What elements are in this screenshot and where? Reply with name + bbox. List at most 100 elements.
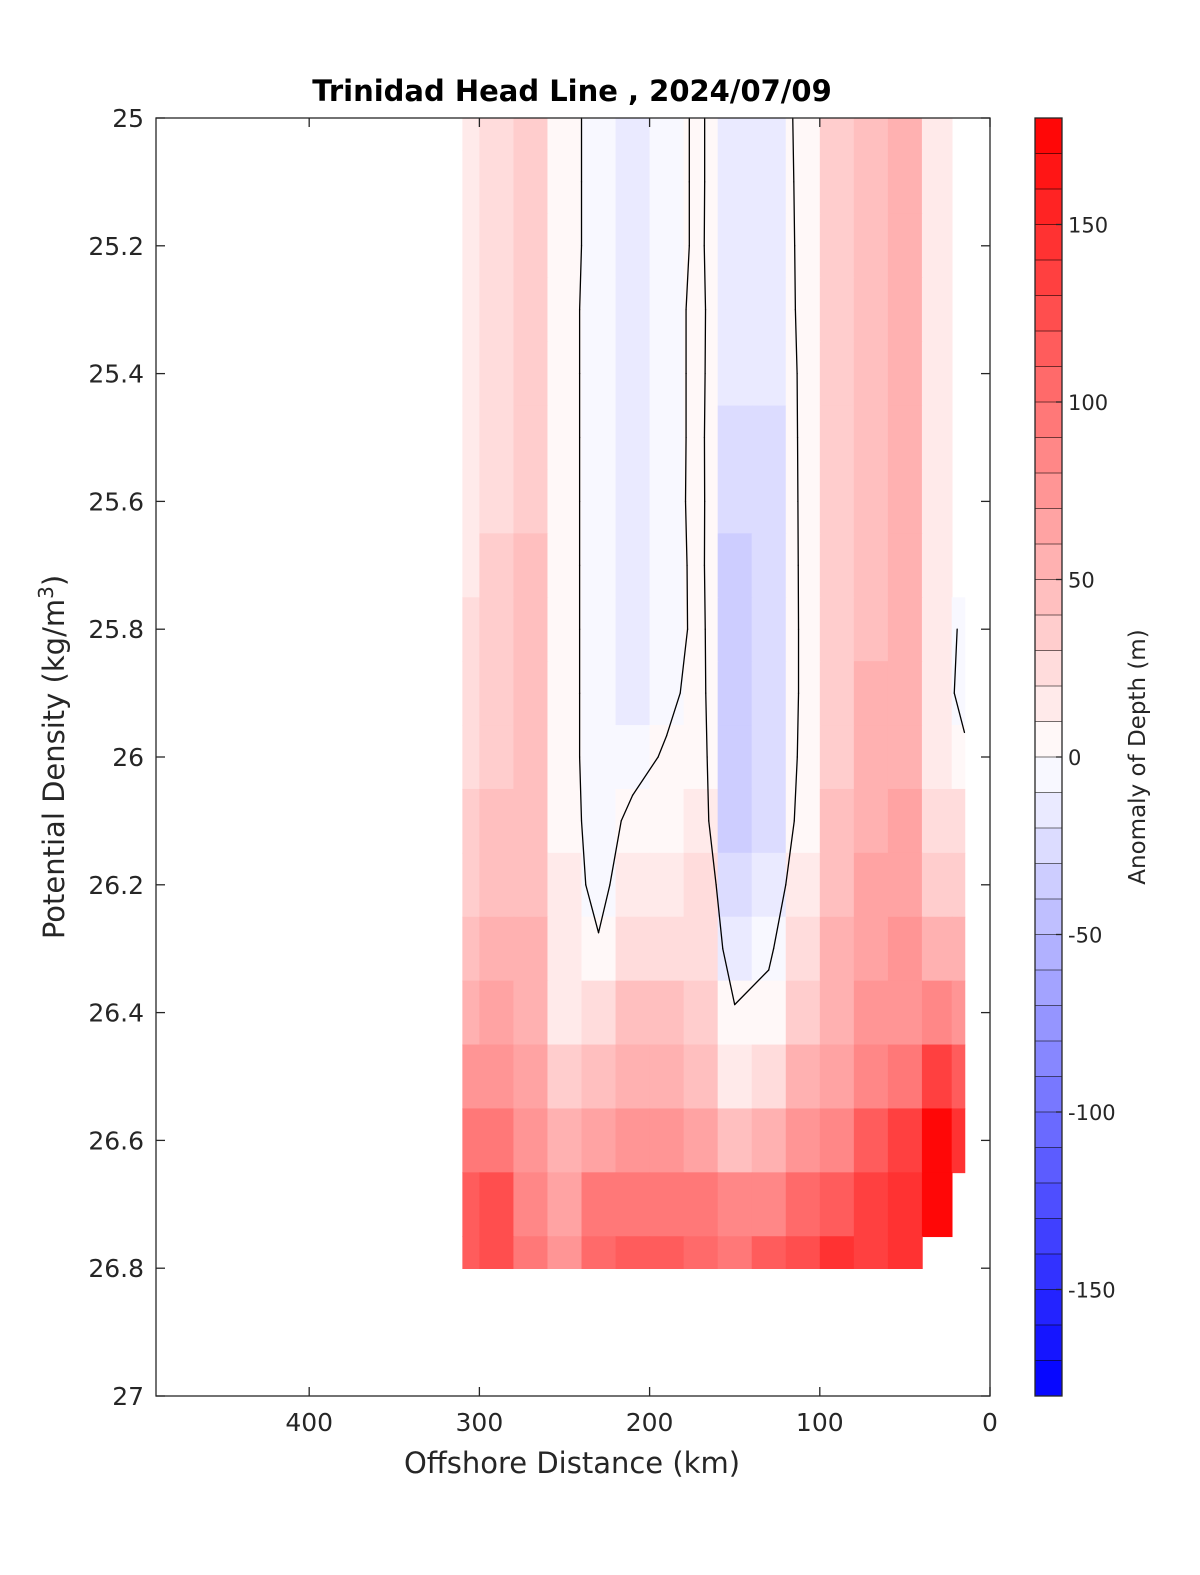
heatmap-cell (785, 980, 821, 1046)
heatmap-cell (479, 405, 515, 471)
heatmap-cell (462, 1172, 481, 1238)
heatmap-cell (479, 213, 515, 279)
heatmap-cell (785, 597, 821, 662)
heatmap-cell (649, 213, 685, 279)
zero-contour-segment (792, 117, 795, 183)
heatmap-cell (479, 725, 515, 790)
colorbar-swatch (1035, 1112, 1062, 1148)
heatmap-cell (853, 118, 889, 151)
heatmap-cell (785, 341, 821, 407)
heatmap-cell (547, 852, 583, 918)
heatmap-cell (951, 980, 966, 1046)
heatmap-cell (462, 597, 481, 662)
heatmap-cell (785, 405, 821, 471)
heatmap-cell (649, 341, 685, 407)
colorbar-tick-label: 0 (1068, 746, 1081, 770)
heatmap-cell (751, 916, 787, 982)
heatmap-cell (462, 788, 481, 854)
plot-area (462, 117, 966, 1269)
colorbar-tick-label: 100 (1068, 391, 1108, 415)
colorbar-swatch (1035, 792, 1062, 829)
y-axis-label-main: Potential Density (kg/m (37, 599, 71, 939)
heatmap-cell (581, 533, 617, 599)
heatmap-cell (819, 725, 855, 790)
heatmap-cell (513, 597, 549, 662)
heatmap-cell (462, 852, 481, 918)
heatmap-cell (649, 980, 685, 1046)
heatmap-cell (547, 1044, 583, 1110)
heatmap-cell (649, 1236, 685, 1269)
heatmap-cell (683, 980, 719, 1046)
heatmap-cell (853, 916, 889, 982)
heatmap-cell (649, 1108, 685, 1174)
heatmap-cell (683, 725, 719, 790)
heatmap-cell (887, 980, 923, 1046)
heatmap-cell (951, 1108, 966, 1174)
heatmap-cell (581, 213, 617, 279)
heatmap-cell (717, 533, 753, 599)
heatmap-cell (887, 469, 923, 535)
heatmap-cell (547, 980, 583, 1046)
colorbar-swatch (1035, 1183, 1062, 1219)
heatmap-cell (479, 597, 515, 662)
heatmap-cell (581, 980, 617, 1046)
colorbar-swatch (1035, 1076, 1062, 1113)
y-tick-label: 26.8 (88, 1254, 144, 1283)
heatmap-cell (615, 149, 651, 215)
y-tick-label: 26 (112, 743, 144, 772)
heatmap-cell (649, 788, 685, 854)
heatmap-cell (479, 1108, 515, 1174)
chart-title: Trinidad Head Line , 2024/07/09 (312, 74, 832, 108)
zero-contour-segment (703, 372, 706, 439)
heatmap-cell (479, 788, 515, 854)
heatmap-cell (683, 788, 719, 854)
heatmap-cell (462, 341, 481, 407)
heatmap-cell (649, 1172, 685, 1238)
heatmap-cell (785, 661, 821, 726)
heatmap-cell (462, 1044, 481, 1110)
heatmap-cell (921, 405, 953, 471)
heatmap-cell (479, 1172, 515, 1238)
heatmap-cell (462, 980, 481, 1046)
heatmap-cell (853, 725, 889, 790)
heatmap-cell (649, 118, 685, 151)
heatmap-cell (615, 725, 651, 790)
y-axis-label-close: ) (37, 575, 71, 586)
x-axis: 400 300 200 100 0 (285, 118, 998, 1437)
heatmap-cell (615, 1044, 651, 1110)
heatmap-cell (649, 1044, 685, 1110)
heatmap-cell (819, 118, 855, 151)
colorbar-swatch (1035, 1041, 1062, 1077)
heatmap-cell (479, 277, 515, 343)
heatmap-cell (547, 725, 583, 790)
heatmap-cell (615, 597, 651, 662)
heatmap-cell (887, 1108, 923, 1174)
heatmap-cell (887, 916, 923, 982)
heatmap-cell (951, 916, 966, 982)
heatmap-cell (513, 341, 549, 407)
heatmap-cell (513, 405, 549, 471)
heatmap-cell (683, 916, 719, 982)
heatmap-cell (649, 469, 685, 535)
heatmap-cell (547, 1172, 583, 1238)
colorbar-tick-label: 150 (1068, 214, 1108, 238)
heatmap-cell (951, 597, 966, 662)
heatmap-cell (581, 661, 617, 726)
heatmap-cell (853, 980, 889, 1046)
heatmap-cell (717, 1108, 753, 1174)
heatmap-cell (853, 469, 889, 535)
heatmap-cell (819, 533, 855, 599)
heatmap-cell (462, 661, 481, 726)
heatmap-cell (951, 725, 966, 790)
heatmap-cell (479, 916, 515, 982)
heatmap-cell (683, 341, 719, 407)
x-tick-label: 400 (285, 1408, 333, 1437)
zero-contour-segment (703, 245, 707, 311)
y-tick-label: 27 (112, 1382, 144, 1411)
heatmap-cell (717, 1044, 753, 1110)
heatmap-cell (751, 533, 787, 599)
zero-contour-segment (768, 948, 775, 971)
y-tick-label: 26.2 (88, 871, 144, 900)
heatmap-cell (853, 852, 889, 918)
